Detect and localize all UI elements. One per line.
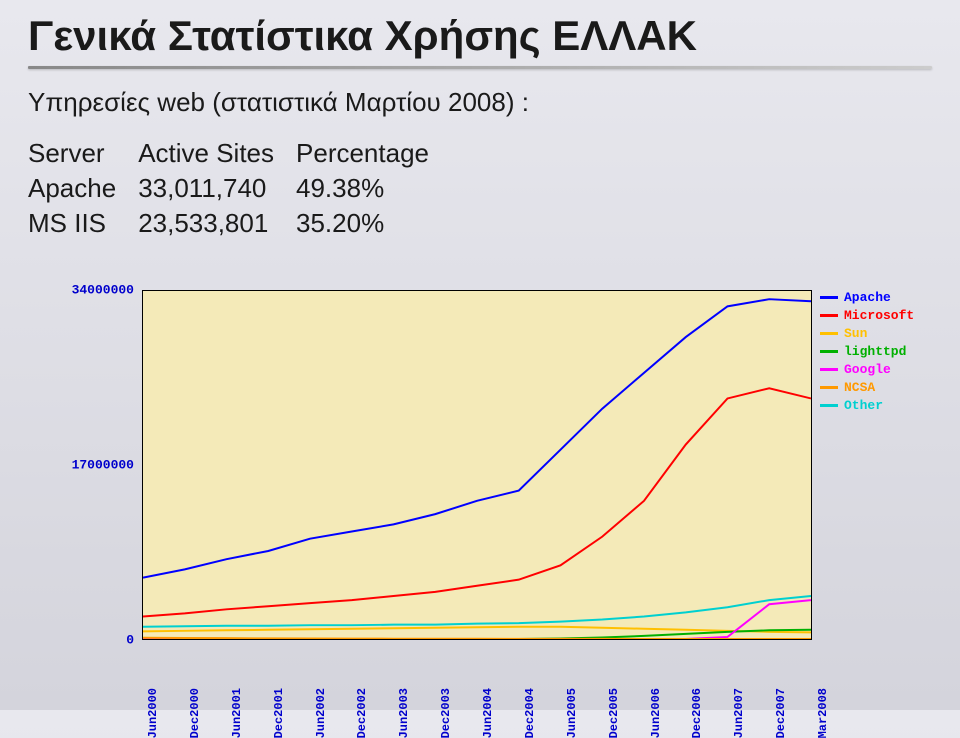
legend-label: Google bbox=[844, 362, 891, 377]
legend-label: Apache bbox=[844, 290, 891, 305]
table-row: MS IIS23,533,80135.20% bbox=[28, 206, 451, 241]
x-tick-label: Dec2003 bbox=[439, 688, 453, 738]
legend-label: lighttpd bbox=[844, 344, 906, 359]
chart: 01700000034000000 Apache Microsoft Sun ligh… bbox=[60, 290, 930, 688]
legend-swatch bbox=[820, 368, 838, 371]
legend-item: Microsoft bbox=[820, 308, 914, 323]
legend: Apache Microsoft Sun lighttpd Google NCSA Othe… bbox=[820, 290, 914, 416]
x-tick-label: Jun2007 bbox=[732, 688, 746, 738]
legend-item: Apache bbox=[820, 290, 914, 305]
legend-label: Sun bbox=[844, 326, 867, 341]
x-tick-label: Jun2006 bbox=[649, 688, 663, 738]
series-line bbox=[143, 596, 811, 627]
table-header: Percentage bbox=[296, 136, 451, 171]
legend-item: NCSA bbox=[820, 380, 914, 395]
y-tick-label: 34000000 bbox=[72, 283, 134, 298]
legend-swatch bbox=[820, 314, 838, 317]
series-line bbox=[143, 388, 811, 616]
legend-swatch bbox=[820, 332, 838, 335]
table-row: Apache33,011,74049.38% bbox=[28, 171, 451, 206]
y-tick-label: 17000000 bbox=[72, 458, 134, 473]
series-line bbox=[143, 299, 811, 577]
y-axis-labels: 01700000034000000 bbox=[60, 290, 138, 640]
series-line bbox=[143, 627, 811, 633]
subtitle: Υπηρεσίες web (στατιστικά Μαρτίου 2008) … bbox=[0, 73, 960, 128]
x-tick-label: Dec2006 bbox=[690, 688, 704, 738]
title-block: Γενικά Στατίστικα Χρήσης ΕΛΛΑΚ bbox=[0, 0, 960, 73]
table-header: Active Sites bbox=[138, 136, 296, 171]
x-tick-label: Dec2000 bbox=[188, 688, 202, 738]
x-tick-label: Mar2008 bbox=[816, 688, 830, 738]
legend-swatch bbox=[820, 350, 838, 353]
legend-label: Microsoft bbox=[844, 308, 914, 323]
x-tick-label: Jun2005 bbox=[565, 688, 579, 738]
y-tick-label: 0 bbox=[126, 633, 134, 648]
legend-label: Other bbox=[844, 398, 883, 413]
legend-swatch bbox=[820, 386, 838, 389]
legend-item: Sun bbox=[820, 326, 914, 341]
x-tick-label: Jun2004 bbox=[481, 688, 495, 738]
legend-swatch bbox=[820, 296, 838, 299]
x-tick-label: Dec2004 bbox=[523, 688, 537, 738]
x-tick-label: Dec2007 bbox=[774, 688, 788, 738]
title-underline bbox=[28, 66, 932, 69]
x-tick-label: Dec2002 bbox=[355, 688, 369, 738]
legend-label: NCSA bbox=[844, 380, 875, 395]
x-tick-label: Dec2001 bbox=[272, 688, 286, 738]
x-tick-label: Dec2005 bbox=[607, 688, 621, 738]
x-tick-label: Jun2003 bbox=[397, 688, 411, 738]
page-title: Γενικά Στατίστικα Χρήσης ΕΛΛΑΚ bbox=[28, 12, 932, 60]
stats-table: ServerActive SitesPercentageApache33,011… bbox=[0, 128, 960, 247]
plot-area bbox=[142, 290, 812, 640]
x-tick-label: Jun2001 bbox=[230, 688, 244, 738]
x-axis-labels: Jun2000Dec2000Jun2001Dec2001Jun2002Dec20… bbox=[142, 642, 812, 690]
legend-swatch bbox=[820, 404, 838, 407]
x-tick-label: Jun2000 bbox=[146, 688, 160, 738]
legend-item: lighttpd bbox=[820, 344, 914, 359]
legend-item: Other bbox=[820, 398, 914, 413]
legend-item: Google bbox=[820, 362, 914, 377]
x-tick-label: Jun2002 bbox=[314, 688, 328, 738]
table-header: Server bbox=[28, 136, 138, 171]
